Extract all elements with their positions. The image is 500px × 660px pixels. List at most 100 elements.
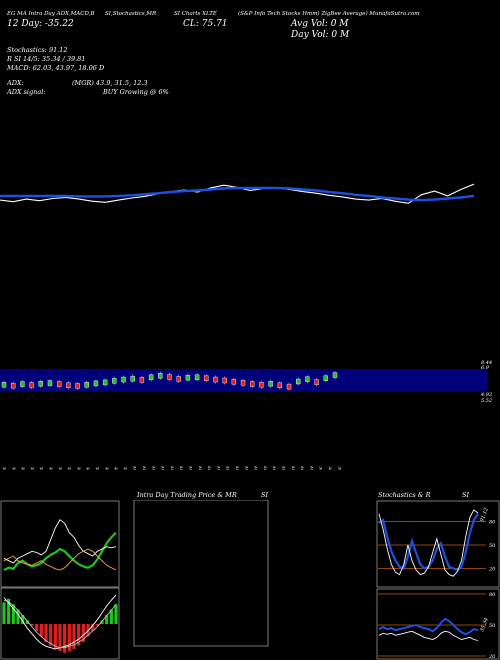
x-date-label: 15 Nov (225, 466, 231, 470)
macd-signal-line (3, 599, 117, 649)
plus-di-line (3, 531, 117, 571)
header-col3: SI Charts XLTE (174, 11, 217, 17)
stoch-d-line (378, 513, 479, 572)
candle (250, 381, 255, 387)
volume-band (0, 369, 487, 391)
macd-histogram-bar (114, 604, 118, 624)
macd-histogram-bar (67, 624, 71, 651)
candle (176, 376, 181, 382)
macd-histogram-bar (25, 620, 29, 624)
right-axis-label: 4.92 (480, 392, 492, 398)
candle (56, 381, 62, 387)
x-date-label: 21 Oct (49, 466, 55, 470)
intraday-panel-title: Intra Day Trading Price & MR (137, 491, 237, 499)
candle (185, 374, 191, 381)
x-date-label: 18 Nov (235, 466, 241, 470)
rsi-tick-label: 50 (489, 623, 496, 629)
moving-average-line (0, 186, 475, 202)
candle (38, 381, 43, 387)
x-date-label: 01 Nov (132, 466, 138, 470)
macd-histogram-bar (63, 624, 67, 653)
macd-histogram-bar (95, 624, 99, 626)
adx-signal-value: BUY Growing @ 6% (103, 88, 169, 96)
adx-info: ADX: (7, 79, 24, 87)
rsi-value-label: 35.34 (479, 617, 490, 633)
x-date-label: 23 Oct (67, 466, 73, 470)
stoch-tick-label: 20 (488, 566, 496, 572)
day-volume: Day Vol: 0 M (291, 30, 350, 40)
x-date-label: 13 Nov (207, 466, 213, 470)
candle (286, 383, 292, 390)
rsi-tick-label: 80 (489, 592, 496, 598)
stoch-panel-title: Stochastics & R (378, 491, 431, 499)
intraday-panel (133, 500, 269, 647)
x-date-label: 15 Oct (11, 466, 17, 470)
avg-volume: Avg Vol: 0 M (291, 19, 349, 29)
macd-histogram-bar (7, 598, 11, 624)
candle (277, 382, 283, 389)
x-date-label: 29 Nov (309, 466, 315, 470)
candle (20, 381, 25, 387)
candle (332, 372, 338, 378)
x-date-label: 21 Nov (262, 466, 268, 470)
candle (167, 374, 172, 380)
rsi-tick-label: 20 (488, 654, 496, 660)
adx-panel (0, 500, 120, 660)
main-price-chart: 8.446.9 4.925.52 14 Oct15 Oct 16 Oct17 Oct… (0, 183, 492, 470)
x-date-label: 29 Oct (104, 466, 110, 470)
x-date-label: 24 Oct (76, 466, 82, 470)
x-date-label: 04 Dec (337, 466, 343, 470)
macd-histogram-bar (100, 620, 104, 624)
day-range: 12 Day: -35.22 (7, 19, 74, 29)
x-date-label: 12 Nov (197, 466, 203, 470)
intraday-panel-title2: SI (261, 491, 269, 499)
candle (222, 377, 227, 384)
x-date-label: 25 Nov (281, 466, 287, 470)
macd-histogram-bar (58, 624, 62, 651)
x-date-label: 06 Nov (160, 466, 166, 470)
macd-histogram-bar (77, 624, 81, 646)
macd-histogram-bar (86, 624, 90, 637)
rsi-line (378, 617, 479, 636)
x-date-label: 04 Nov (142, 466, 148, 470)
rsi-info: R SI 14/5: 35.34 / 39.81 (7, 55, 86, 63)
stoch-k-line (378, 509, 479, 577)
macd-histogram-bar (2, 602, 6, 624)
x-date-label: 07 Nov (169, 466, 175, 470)
candle (240, 380, 246, 386)
candle (305, 376, 310, 382)
candle (259, 381, 264, 388)
candle (296, 378, 301, 385)
x-date-label: 22 Nov (272, 466, 278, 470)
candle (75, 383, 80, 389)
candle (102, 379, 108, 386)
header-col2: SI,Stochastics,MR (105, 11, 157, 17)
x-date-label: 05 Nov (151, 466, 157, 470)
close-price: CL: 75.71 (183, 19, 228, 29)
candle (194, 374, 200, 381)
adx-mgr-info: (MGR) 43.9, 31.5, 12.3 (72, 79, 148, 87)
x-date-label: 22 Oct (58, 466, 64, 470)
macd-histogram-bar (44, 624, 48, 642)
candle (158, 373, 163, 379)
candle (231, 379, 237, 385)
right-axis-label: 8.44 (481, 360, 492, 366)
x-date-label: 11 Nov (188, 466, 194, 470)
candle (139, 377, 145, 383)
macd-histogram-bar (53, 624, 57, 650)
candle (1, 381, 7, 388)
stoch-value-label: 91.12 (479, 507, 490, 523)
candle (204, 375, 209, 381)
stochastics-info: Stochastics: 91.12 (7, 46, 68, 54)
x-date-label: 26 Nov (290, 466, 296, 470)
macd-histogram-bar (16, 609, 20, 624)
rsi-smooth-line (378, 630, 479, 641)
right-axis-label: 6.9 (481, 365, 490, 371)
macd-histogram-bar (105, 615, 109, 624)
candle (66, 382, 71, 389)
x-date-label: 31 Oct (123, 466, 129, 470)
candle (121, 376, 126, 383)
macd-histogram-bar (39, 624, 43, 637)
candle (47, 380, 53, 386)
adx-line (3, 519, 117, 564)
